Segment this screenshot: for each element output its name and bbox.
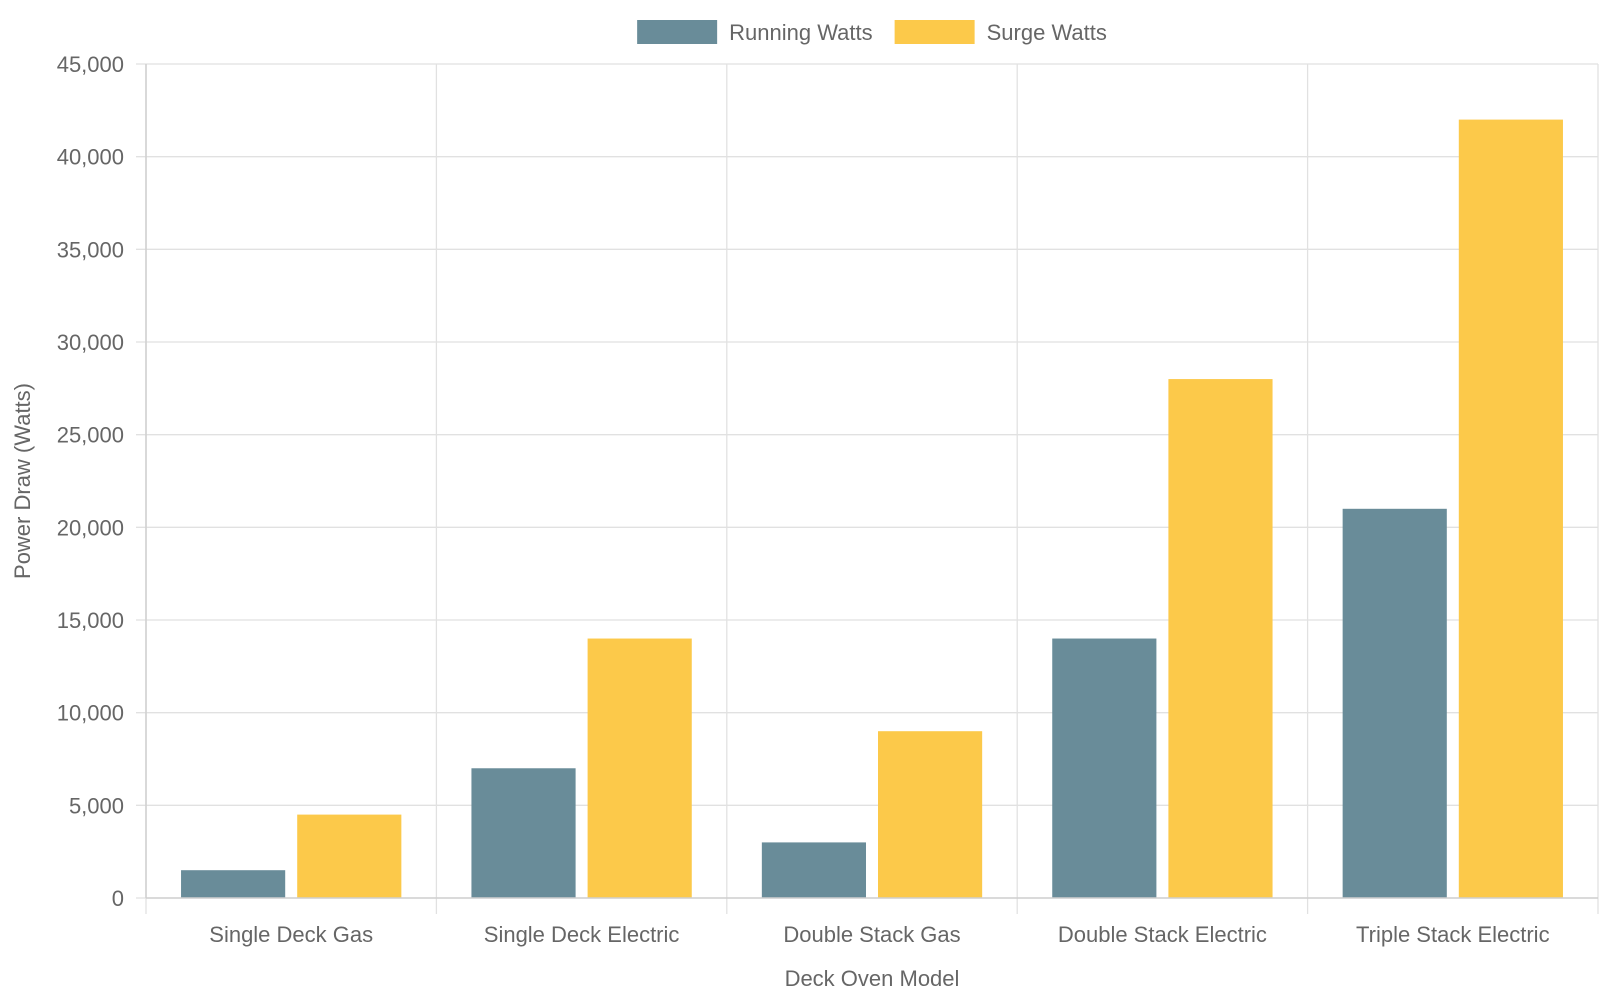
x-tick-label: Double Stack Gas bbox=[783, 922, 960, 947]
y-tick-label: 0 bbox=[112, 886, 124, 911]
y-axis-title: Power Draw (Watts) bbox=[10, 383, 35, 579]
y-tick-label: 30,000 bbox=[57, 330, 124, 355]
bar-running-watts bbox=[471, 768, 576, 898]
bar-surge-watts bbox=[878, 731, 983, 898]
bar-running-watts bbox=[1052, 638, 1157, 898]
bar-running-watts bbox=[761, 842, 866, 898]
bar-surge-watts bbox=[587, 638, 692, 898]
legend-swatch bbox=[637, 20, 718, 44]
x-axis-title: Deck Oven Model bbox=[785, 966, 960, 991]
legend: Running Watts Surge Watts bbox=[637, 20, 1107, 45]
bar-surge-watts bbox=[1168, 379, 1273, 899]
legend-label: Surge Watts bbox=[987, 20, 1107, 45]
bar-surge-watts bbox=[1458, 119, 1563, 899]
y-tick-label: 15,000 bbox=[57, 608, 124, 633]
y-tick-label: 10,000 bbox=[57, 701, 124, 726]
x-tick-label: Single Deck Gas bbox=[209, 922, 373, 947]
y-tick-label: 5,000 bbox=[69, 793, 124, 818]
x-axis-ticks: Single Deck Gas Single Deck Electric Doubl… bbox=[209, 922, 1549, 947]
y-axis-ticks: 0 5,000 10,000 15,000 20,000 25,000 30,000 35,0… bbox=[57, 52, 124, 911]
x-tick-label: Double Stack Electric bbox=[1058, 922, 1267, 947]
bars bbox=[181, 119, 1563, 899]
y-tick-label: 45,000 bbox=[57, 52, 124, 77]
y-tick-label: 40,000 bbox=[57, 145, 124, 170]
bar-running-watts bbox=[1342, 508, 1447, 898]
y-tick-label: 25,000 bbox=[57, 423, 124, 448]
x-tick-label: Triple Stack Electric bbox=[1356, 922, 1550, 947]
y-tick-label: 35,000 bbox=[57, 237, 124, 262]
bar-running-watts bbox=[181, 870, 286, 898]
y-tick-label: 20,000 bbox=[57, 515, 124, 540]
legend-label: Running Watts bbox=[729, 20, 872, 45]
legend-swatch bbox=[894, 20, 975, 44]
bar-surge-watts bbox=[297, 814, 402, 898]
axes bbox=[145, 64, 1598, 899]
x-tick-label: Single Deck Electric bbox=[484, 922, 680, 947]
